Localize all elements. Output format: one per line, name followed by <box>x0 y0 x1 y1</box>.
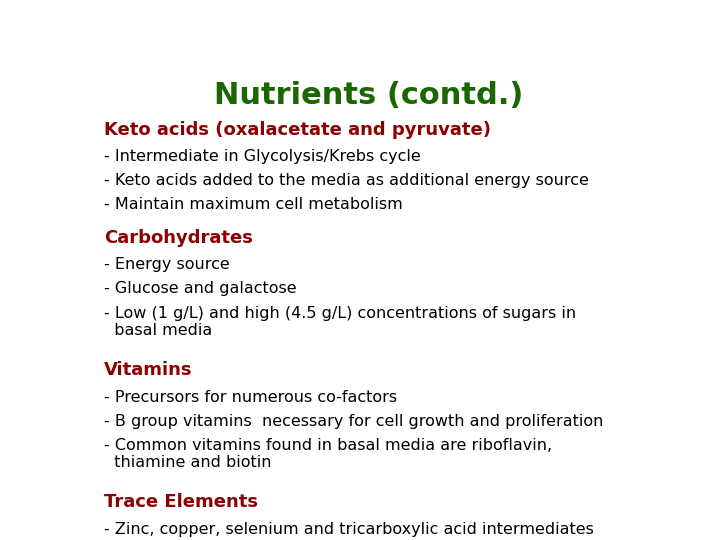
Text: - Intermediate in Glycolysis/Krebs cycle: - Intermediate in Glycolysis/Krebs cycle <box>104 149 420 164</box>
Text: - Maintain maximum cell metabolism: - Maintain maximum cell metabolism <box>104 198 402 212</box>
Text: Trace Elements: Trace Elements <box>104 494 258 511</box>
Text: Carbohydrates: Carbohydrates <box>104 229 253 247</box>
Text: - Keto acids added to the media as additional energy source: - Keto acids added to the media as addit… <box>104 173 589 188</box>
Text: Vitamins: Vitamins <box>104 361 192 379</box>
Text: - Zinc, copper, selenium and tricarboxylic acid intermediates: - Zinc, copper, selenium and tricarboxyl… <box>104 522 594 537</box>
Text: - Energy source: - Energy source <box>104 258 230 272</box>
Text: - Glucose and galactose: - Glucose and galactose <box>104 281 297 296</box>
Text: - Precursors for numerous co-factors: - Precursors for numerous co-factors <box>104 389 397 404</box>
Text: - Common vitamins found in basal media are riboflavin,
  thiamine and biotin: - Common vitamins found in basal media a… <box>104 438 552 470</box>
Text: Nutrients (contd.): Nutrients (contd.) <box>215 82 523 111</box>
Text: Keto acids (oxalacetate and pyruvate): Keto acids (oxalacetate and pyruvate) <box>104 121 491 139</box>
Text: - B group vitamins  necessary for cell growth and proliferation: - B group vitamins necessary for cell gr… <box>104 414 603 429</box>
Text: - Low (1 g/L) and high (4.5 g/L) concentrations of sugars in
  basal media: - Low (1 g/L) and high (4.5 g/L) concent… <box>104 306 576 338</box>
